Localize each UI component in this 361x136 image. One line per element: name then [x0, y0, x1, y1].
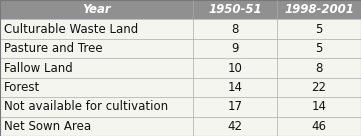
Bar: [277, 0, 361, 19]
Bar: [277, 78, 361, 97]
Text: 8: 8: [231, 23, 239, 36]
Bar: [277, 39, 361, 58]
Bar: [193, 97, 277, 117]
Text: Not available for cultivation: Not available for cultivation: [4, 100, 169, 113]
Text: Pasture and Tree: Pasture and Tree: [4, 42, 103, 55]
Text: 1950-51: 1950-51: [208, 3, 262, 16]
Bar: [0, 58, 193, 78]
Bar: [0, 117, 193, 136]
Bar: [0, 78, 193, 97]
Text: 8: 8: [315, 61, 323, 75]
Text: Net Sown Area: Net Sown Area: [4, 120, 91, 133]
Text: 1998-2001: 1998-2001: [284, 3, 354, 16]
Text: 17: 17: [227, 100, 243, 113]
Bar: [193, 19, 277, 39]
Text: 14: 14: [312, 100, 326, 113]
Text: 5: 5: [315, 23, 323, 36]
Bar: [277, 117, 361, 136]
Bar: [0, 19, 193, 39]
Text: 46: 46: [312, 120, 326, 133]
Bar: [193, 0, 277, 19]
Text: 42: 42: [227, 120, 243, 133]
Bar: [277, 97, 361, 117]
Bar: [193, 58, 277, 78]
Bar: [0, 39, 193, 58]
Text: 10: 10: [227, 61, 243, 75]
Text: Culturable Waste Land: Culturable Waste Land: [4, 23, 139, 36]
Text: Year: Year: [82, 3, 111, 16]
Bar: [193, 39, 277, 58]
Text: 5: 5: [315, 42, 323, 55]
Bar: [193, 117, 277, 136]
Bar: [0, 0, 193, 19]
Bar: [193, 78, 277, 97]
Text: 14: 14: [227, 81, 243, 94]
Bar: [0, 97, 193, 117]
Bar: [277, 19, 361, 39]
Text: Fallow Land: Fallow Land: [4, 61, 73, 75]
Text: 9: 9: [231, 42, 239, 55]
Text: Forest: Forest: [4, 81, 40, 94]
Bar: [277, 58, 361, 78]
Text: 22: 22: [312, 81, 326, 94]
